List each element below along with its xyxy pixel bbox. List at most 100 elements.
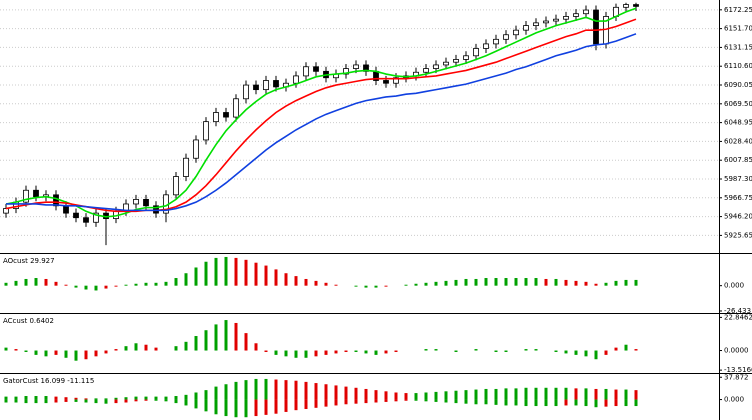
candle-body: [553, 18, 559, 22]
histogram-bar: [584, 399, 588, 407]
candle-body: [353, 64, 359, 69]
candle-body: [133, 199, 139, 205]
histogram-bar: [244, 399, 248, 418]
histogram-bar: [104, 399, 108, 404]
candle-body: [73, 212, 79, 219]
histogram-bar: [264, 265, 268, 286]
y-tick-label: 6110.60: [724, 62, 752, 70]
histogram-bar: [574, 350, 578, 355]
histogram-bar: [404, 399, 408, 401]
histogram-bar: [164, 396, 168, 400]
histogram-bar: [504, 388, 508, 400]
candle-body: [473, 48, 479, 57]
histogram-bar: [184, 394, 188, 400]
histogram-bar: [114, 399, 118, 404]
histogram-bar: [634, 399, 638, 407]
histogram-bar: [374, 390, 378, 400]
histogram-bar: [574, 280, 578, 286]
histogram-bar: [414, 399, 418, 401]
histogram-bar: [74, 285, 78, 288]
histogram-bar: [264, 378, 268, 400]
histogram-bar: [614, 399, 618, 407]
histogram-bar: [44, 278, 48, 286]
histogram-bar: [234, 322, 238, 351]
histogram-bar: [84, 285, 88, 290]
histogram-bar: [114, 285, 118, 287]
histogram-bar: [374, 350, 378, 355]
histogram-bar: [384, 285, 388, 287]
histogram-bar: [104, 398, 108, 400]
candle-body: [443, 61, 449, 66]
histogram-bar: [474, 389, 478, 400]
histogram-bar: [554, 399, 558, 407]
histogram-bar: [534, 278, 538, 286]
histogram-bar: [364, 285, 368, 288]
histogram-bar: [604, 350, 608, 355]
histogram-bar: [4, 282, 8, 286]
candle-body: [193, 139, 199, 159]
pane-title: ACcust 0.6402: [3, 317, 54, 325]
histogram-bar: [454, 390, 458, 400]
histogram-bar: [404, 393, 408, 400]
histogram-bar: [564, 350, 568, 354]
histogram-bar: [194, 267, 198, 286]
histogram-bar: [294, 380, 298, 400]
histogram-bar: [134, 396, 138, 400]
histogram-bar: [94, 399, 98, 404]
histogram-bar: [424, 392, 428, 400]
candle-body: [423, 68, 429, 73]
candle-body: [563, 16, 569, 20]
histogram-bar: [364, 350, 368, 354]
histogram-bar: [4, 396, 8, 400]
histogram-bar: [564, 399, 568, 406]
histogram-bar: [224, 256, 228, 286]
histogram-bar: [634, 279, 638, 286]
histogram-bar: [214, 399, 218, 415]
candle-body: [583, 9, 589, 15]
histogram-bar: [294, 399, 298, 411]
histogram-bar: [254, 343, 258, 351]
histogram-bar: [124, 399, 128, 403]
candle-body: [183, 157, 189, 177]
histogram-bar: [514, 399, 518, 406]
histogram-bar: [94, 350, 98, 357]
histogram-bar: [64, 284, 68, 286]
histogram-bar: [594, 399, 598, 408]
histogram-bar: [54, 399, 58, 403]
histogram-bar: [64, 399, 68, 402]
histogram-bar: [554, 278, 558, 286]
moving-average-line: [5, 18, 637, 213]
histogram-bar: [264, 350, 268, 352]
histogram-bar: [594, 283, 598, 286]
histogram-bar: [84, 398, 88, 400]
histogram-bar: [424, 282, 428, 286]
histogram-bar: [94, 398, 98, 400]
histogram-bar: [514, 278, 518, 286]
histogram-bar: [274, 269, 278, 286]
candle-body: [203, 121, 209, 141]
histogram-bar: [234, 399, 238, 418]
histogram-bar: [444, 391, 448, 400]
histogram-bar: [494, 350, 498, 352]
histogram-bar: [574, 388, 578, 400]
histogram-bar: [224, 320, 228, 351]
histogram-bar: [254, 262, 258, 286]
histogram-bar: [464, 278, 468, 286]
histogram-bar: [104, 285, 108, 289]
histogram-bar: [24, 399, 28, 404]
histogram-bar: [404, 284, 408, 286]
y-tick-label: 5925.65: [724, 231, 752, 239]
histogram-bar: [414, 283, 418, 286]
histogram-bar: [154, 282, 158, 286]
histogram-bar: [424, 399, 428, 402]
histogram-bar: [324, 282, 328, 286]
histogram-bar: [464, 399, 468, 404]
histogram-bar: [354, 350, 358, 352]
histogram-bar: [554, 387, 558, 400]
histogram-bar: [114, 397, 118, 400]
candle-body: [463, 55, 469, 60]
histogram-bar: [394, 350, 398, 352]
histogram-bar: [194, 336, 198, 351]
candle-body: [53, 194, 59, 207]
histogram-bar: [204, 261, 208, 286]
